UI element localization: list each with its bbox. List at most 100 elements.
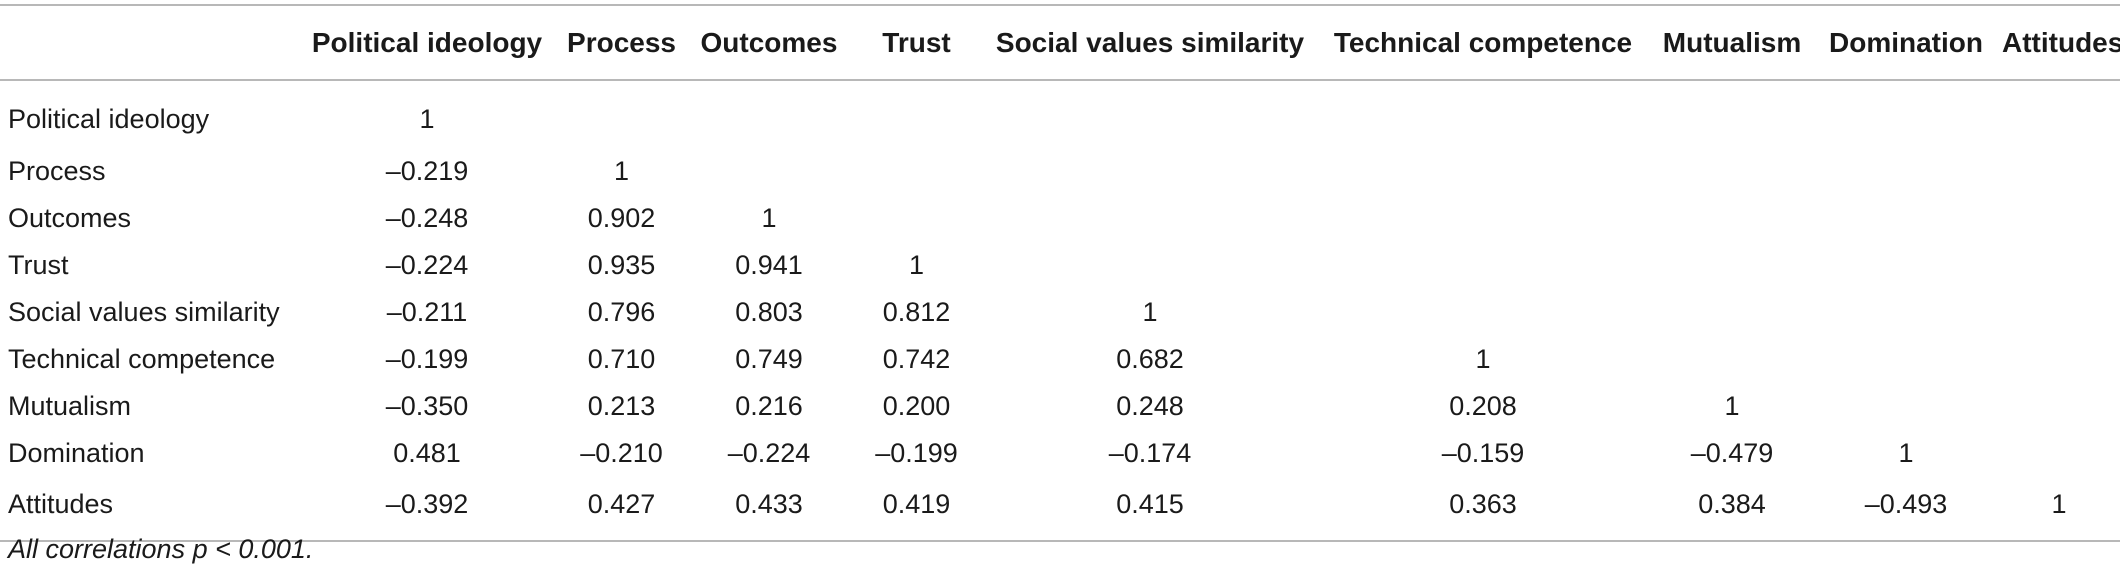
- table-cell: 0.216: [735, 391, 803, 421]
- table-cell: [984, 148, 1316, 195]
- table-cell: 0.935: [587, 250, 656, 280]
- table-cell: 1: [419, 104, 435, 134]
- table-cell: 0.208: [1449, 391, 1517, 421]
- table-cell: [1650, 242, 1814, 289]
- table-cell: [1998, 242, 2120, 289]
- table-cell: [1316, 148, 1650, 195]
- table-cell: 1: [908, 250, 925, 280]
- table-row: Political ideology 1: [0, 80, 2120, 148]
- table-cell: 0.363: [1449, 489, 1517, 519]
- table-cell: –0.199: [875, 438, 958, 468]
- table-cell: 1: [1898, 438, 1914, 468]
- column-header: Mutualism: [1662, 26, 1802, 58]
- table-cell: –0.219: [385, 156, 469, 186]
- table-cell: 1: [2051, 489, 2067, 519]
- correlation-table: Political ideology Process Outcomes Trus…: [0, 4, 2120, 542]
- table-row: Trust –0.224 0.935 0.941 1: [0, 242, 2120, 289]
- table-row: Mutualism –0.350 0.213 0.216 0.200 0.248…: [0, 383, 2120, 430]
- table-cell: –0.350: [385, 391, 469, 421]
- table-row: Technical competence –0.199 0.710 0.749 …: [0, 336, 2120, 383]
- table-cell: [1650, 148, 1814, 195]
- table-cell: –0.199: [385, 344, 469, 374]
- table-cell: 0.200: [882, 391, 951, 421]
- table-cell: [1316, 289, 1650, 336]
- table-cell: [1316, 80, 1650, 148]
- table-cell: [849, 80, 984, 148]
- table-cell: 0.941: [735, 250, 803, 280]
- table-cell: –0.392: [385, 489, 469, 519]
- table-cell: [1814, 383, 1998, 430]
- table-cell: –0.210: [580, 438, 663, 468]
- table-row: Social values similarity –0.211 0.796 0.…: [0, 289, 2120, 336]
- table-cell: 1: [1142, 297, 1158, 327]
- table-cell: [1998, 148, 2120, 195]
- table-cell: 1: [1724, 391, 1740, 421]
- table-cell: 1: [1475, 344, 1491, 374]
- table-cell: 0.742: [882, 344, 951, 374]
- table-cell: –0.224: [385, 250, 469, 280]
- table-header: Political ideology Process Outcomes Trus…: [0, 5, 2120, 80]
- table-cell: [1814, 195, 1998, 242]
- column-header: Social values similarity: [995, 26, 1305, 58]
- column-header: Process: [567, 26, 676, 58]
- table-cell: 0.803: [735, 297, 803, 327]
- table-cell: [1998, 195, 2120, 242]
- table-cell: –0.211: [386, 297, 468, 327]
- table-cell: –0.224: [727, 438, 811, 468]
- table-cell: 0.415: [1116, 489, 1184, 519]
- table-cell: 0.812: [882, 297, 951, 327]
- table-cell: 0.248: [1116, 391, 1184, 421]
- column-header: Trust: [882, 26, 951, 58]
- table-cell: [1650, 195, 1814, 242]
- table-cell: [849, 148, 984, 195]
- row-label: Technical competence: [8, 344, 276, 374]
- table-cell: [1998, 80, 2120, 148]
- table-cell: –0.479: [1690, 438, 1774, 468]
- row-label: Social values similarity: [8, 297, 280, 327]
- table-cell: 0.682: [1116, 344, 1184, 374]
- table-cell: 1: [761, 203, 777, 233]
- column-header: Outcomes: [700, 26, 838, 58]
- table-cell: [1998, 383, 2120, 430]
- table-cell: 0.796: [587, 297, 656, 327]
- table-row: Attitudes –0.392 0.427 0.433 0.419 0.415…: [0, 477, 2120, 541]
- column-header: Technical competence: [1333, 26, 1633, 58]
- table-cell: 1: [613, 156, 630, 186]
- table-body: Political ideology 1 Process –0.219 1: [0, 80, 2120, 541]
- table-cell: –0.159: [1441, 438, 1525, 468]
- row-label: Mutualism: [8, 391, 132, 421]
- row-label: Trust: [8, 250, 69, 280]
- table-cell: –0.174: [1108, 438, 1192, 468]
- table-cell: [1650, 289, 1814, 336]
- table-row: Process –0.219 1: [0, 148, 2120, 195]
- table-cell: 0.749: [735, 344, 803, 374]
- table-cell: [984, 195, 1316, 242]
- header-corner-cell: [0, 5, 300, 80]
- table-cell: [849, 195, 984, 242]
- table-cell: [1998, 430, 2120, 477]
- column-header: Domination: [1829, 26, 1983, 58]
- table-cell: 0.710: [587, 344, 656, 374]
- table-cell: [689, 148, 849, 195]
- table-cell: [1650, 80, 1814, 148]
- table-row: Outcomes –0.248 0.902 1: [0, 195, 2120, 242]
- table-cell: [1814, 80, 1998, 148]
- table-footnote: All correlations p < 0.001.: [8, 534, 314, 564]
- table-cell: [984, 242, 1316, 289]
- table-cell: [1814, 336, 1998, 383]
- table-cell: 0.433: [735, 489, 803, 519]
- table-cell: [1650, 336, 1814, 383]
- table-cell: 0.427: [587, 489, 656, 519]
- table-cell: [554, 80, 689, 148]
- table-cell: 0.384: [1698, 489, 1766, 519]
- row-label: Domination: [8, 438, 145, 468]
- table-cell: –0.493: [1864, 489, 1948, 519]
- table-cell: [1998, 289, 2120, 336]
- row-label: Attitudes: [8, 489, 114, 519]
- table-cell: [1814, 289, 1998, 336]
- table-cell: [1316, 195, 1650, 242]
- row-label: Process: [8, 156, 106, 186]
- column-header: Political ideology: [311, 26, 543, 58]
- row-label: Outcomes: [8, 203, 132, 233]
